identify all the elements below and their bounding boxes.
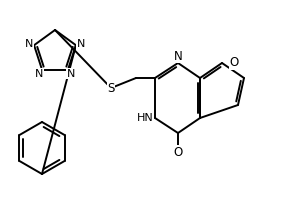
Text: N: N <box>174 49 182 62</box>
Text: N: N <box>25 39 34 49</box>
Text: O: O <box>230 56 238 70</box>
Text: N: N <box>76 39 85 49</box>
Text: N: N <box>35 69 43 79</box>
Text: HN: HN <box>136 113 153 123</box>
Text: O: O <box>173 146 183 158</box>
Text: S: S <box>107 82 115 95</box>
Text: N: N <box>67 69 75 79</box>
